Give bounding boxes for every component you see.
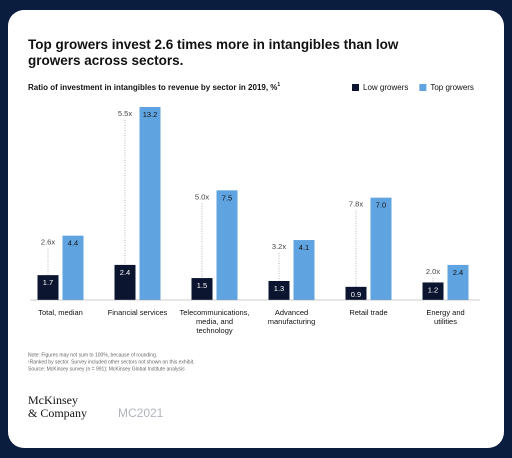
bar [345,286,367,300]
bar [191,278,213,300]
x-tick-label: Total, median [38,308,83,317]
subtitle-text: Ratio of investment in intangibles to re… [28,83,277,92]
bar [422,282,444,300]
x-tick-label: Advanced manufacturing [268,308,316,326]
value-label: 7.0 [376,201,386,210]
bar [62,235,84,300]
text-line: Retail trade [349,308,387,317]
value-label: 4.1 [299,243,309,252]
bar [447,264,469,300]
ratio-label: 5.5x [118,109,132,118]
brand: McKinsey [28,393,78,407]
value-label: 7.5 [222,193,232,202]
value-label: 2.4 [453,268,463,277]
chart-title: Top growers invest 2.6 times more in int… [28,37,399,68]
value-label: 0.9 [351,290,361,299]
text-line: Advanced [275,308,308,317]
bar [268,280,290,300]
ratio-label: 3.2x [272,242,286,251]
value-label: 13.2 [143,110,158,119]
text-line: Top growers invest 2.6 times more in int… [28,37,399,52]
text-line: Total, median [38,308,83,317]
x-tick-label: Retail trade [349,308,387,317]
x-tick-label: Energy and utilities [426,308,464,326]
text-line: technology [196,326,233,335]
ratio-label: 5.0x [195,192,209,201]
text-line: utilities [434,317,457,326]
bar [293,240,315,300]
value-label: 4.4 [68,239,78,248]
value-label: 2.4 [120,268,130,277]
legend-label: Top growers [430,83,474,92]
bar [216,190,238,300]
legend-swatch [352,84,359,91]
legend-swatch [419,84,427,91]
legend-label: Low growers [363,83,408,92]
text-line: manufacturing [268,317,316,326]
text-line: Energy and [426,308,464,317]
value-label: 1.3 [274,284,284,293]
x-tick-label: Telecommunications, media, and technology [179,308,249,335]
card [8,10,504,448]
bar [370,197,392,300]
ratio-label: 2.0x [426,267,440,276]
note: Source: McKinsey survey (n = 991); McKin… [28,366,185,372]
bar [114,264,136,300]
subtitle-note: 1 [277,82,280,88]
value-label: 1.5 [197,281,207,290]
brand: & Company [28,406,87,420]
text-line: growers across sectors. [28,53,183,68]
value-label: 1.2 [428,285,438,294]
text-line: media, and [196,317,233,326]
code: MC2021 [118,406,164,420]
subtitle: Ratio of investment in intangibles to re… [28,82,280,92]
note: Note: Figures may not sum to 100%, becau… [28,352,157,358]
x-tick-label: Financial services [108,308,168,317]
bar [139,107,161,300]
ratio-label: 7.8x [349,200,363,209]
note: ¹Ranked by sector. Survey included other… [28,359,194,365]
text-line: Financial services [108,308,168,317]
text-line: Telecommunications, [179,308,249,317]
bar [37,275,59,300]
ratio-label: 2.6x [41,238,55,247]
value-label: 1.7 [43,278,53,287]
